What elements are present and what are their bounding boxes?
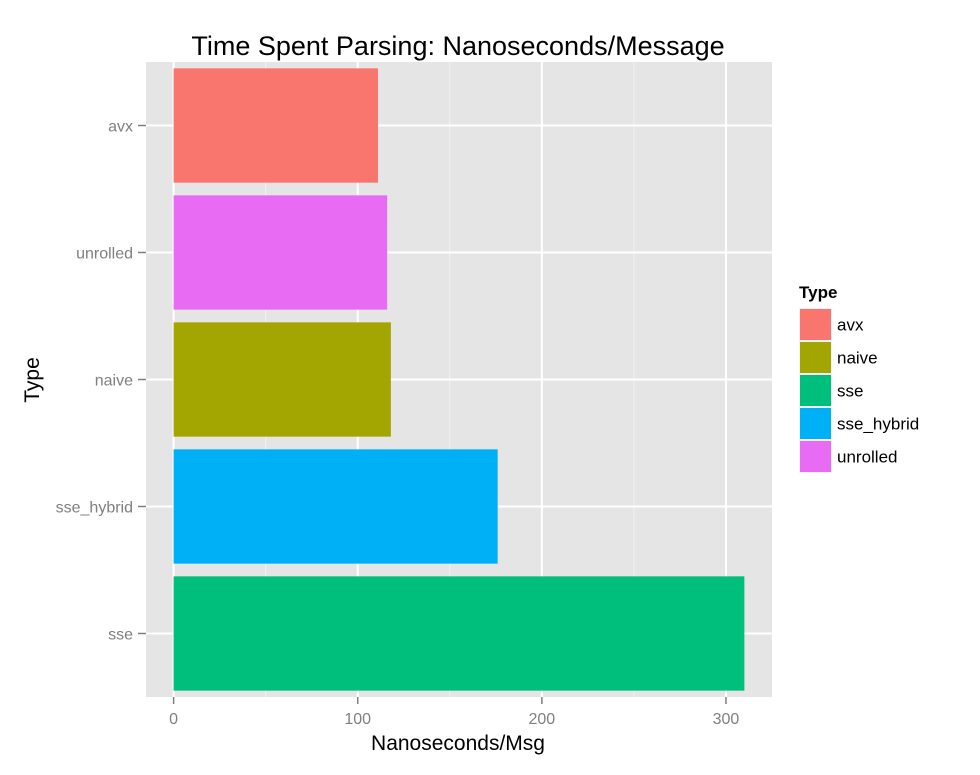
legend-label: avx (837, 316, 864, 335)
y-tick-label: avx (108, 119, 133, 136)
x-axis-label: Nanoseconds/Msg (371, 732, 545, 755)
legend-items: avx naive sse sse_hybrid unrolled (799, 308, 919, 473)
x-tick-label: 0 (169, 711, 178, 728)
bar-unrolled (173, 195, 388, 310)
legend-title: Type (799, 283, 837, 302)
x-tick-label: 100 (344, 711, 371, 728)
legend-label: sse (837, 382, 863, 401)
bar-sse (173, 576, 745, 691)
bar-naive (173, 322, 391, 437)
y-tick-label: naive (95, 373, 133, 390)
legend: Type avx naive sse sse_hybrid unrolled (799, 283, 919, 473)
legend-swatch (800, 309, 831, 340)
y-tick-label: sse_hybrid (56, 500, 133, 517)
legend-swatch (800, 375, 831, 406)
bar-sse_hybrid (173, 449, 498, 564)
y-tick-label: unrolled (76, 246, 133, 263)
bar-avx (173, 68, 378, 183)
legend-swatch (800, 441, 831, 472)
legend-swatch (800, 408, 831, 439)
legend-swatch (800, 342, 831, 373)
x-tick-label: 300 (713, 711, 740, 728)
legend-label: sse_hybrid (837, 415, 919, 434)
legend-label: naive (837, 349, 878, 368)
chart-title: Time Spent Parsing: Nanoseconds/Message (191, 31, 724, 61)
x-tick-label: 200 (529, 711, 556, 728)
legend-label: unrolled (837, 448, 898, 467)
y-tick-label: sse (108, 627, 133, 644)
y-axis-label: Type (21, 357, 44, 403)
